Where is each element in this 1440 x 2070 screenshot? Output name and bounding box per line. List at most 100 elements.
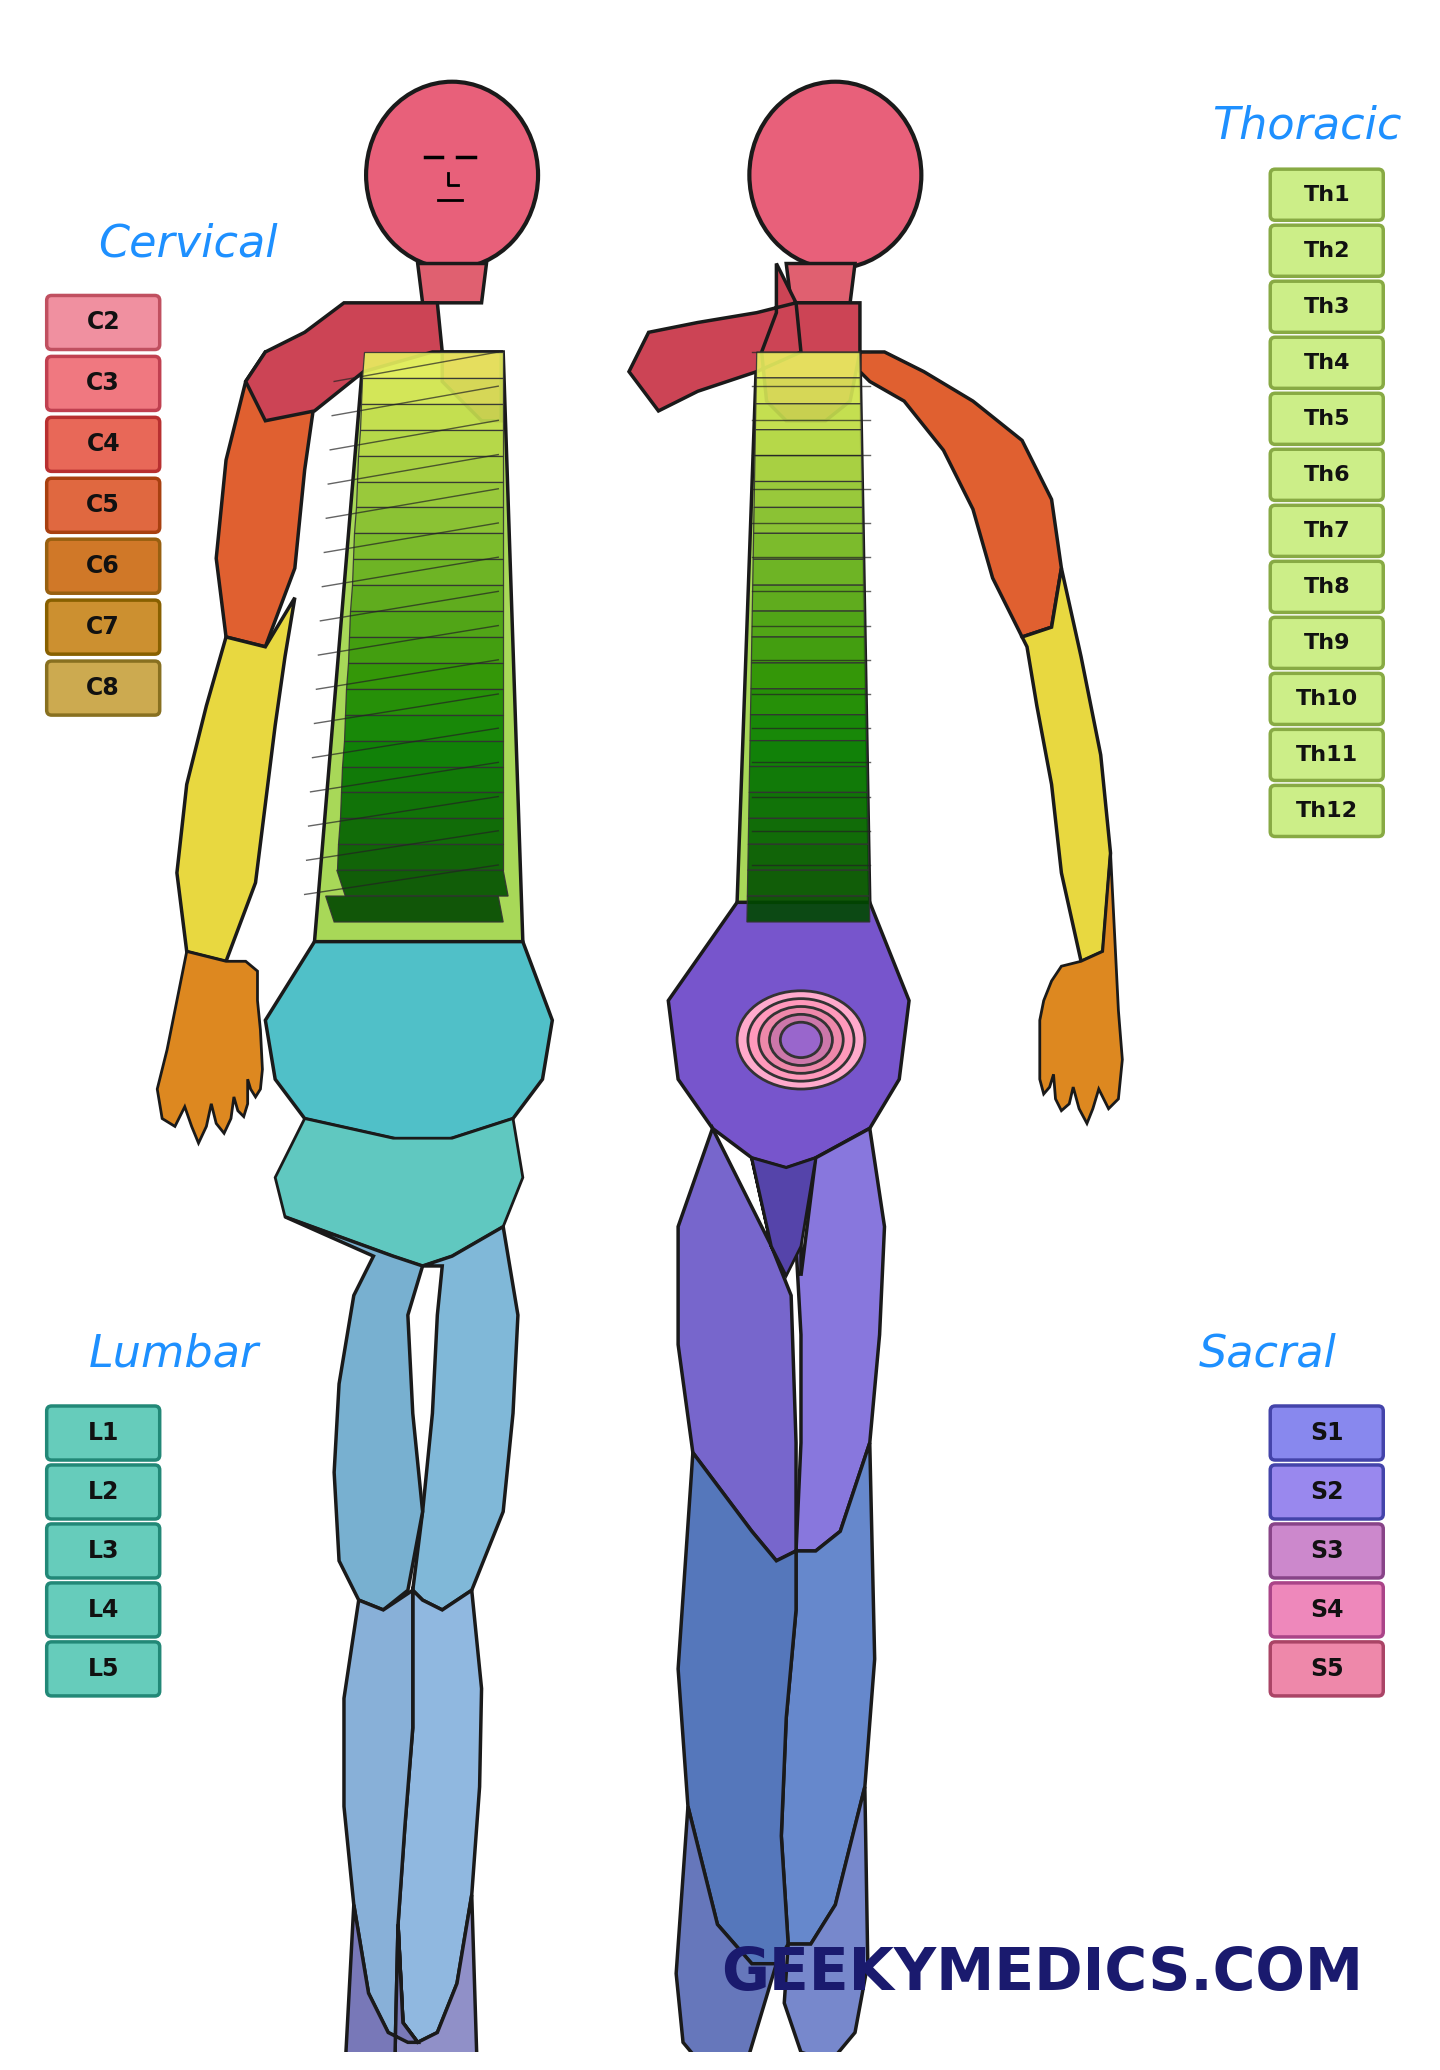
- Polygon shape: [785, 1786, 868, 2062]
- FancyBboxPatch shape: [46, 1524, 160, 1577]
- FancyBboxPatch shape: [1270, 170, 1384, 219]
- Polygon shape: [340, 793, 503, 818]
- Polygon shape: [275, 1118, 523, 1267]
- Polygon shape: [357, 455, 503, 482]
- Polygon shape: [668, 903, 909, 1167]
- Polygon shape: [756, 352, 860, 379]
- FancyBboxPatch shape: [46, 296, 160, 350]
- Text: S4: S4: [1310, 1598, 1344, 1623]
- FancyBboxPatch shape: [1270, 1584, 1384, 1637]
- Polygon shape: [750, 714, 867, 741]
- Polygon shape: [413, 1228, 518, 1610]
- Text: Th5: Th5: [1303, 408, 1349, 428]
- Polygon shape: [755, 431, 861, 455]
- Polygon shape: [337, 845, 503, 869]
- Polygon shape: [314, 352, 523, 981]
- Polygon shape: [343, 741, 503, 766]
- FancyBboxPatch shape: [46, 1584, 160, 1637]
- Polygon shape: [325, 896, 503, 921]
- Ellipse shape: [759, 1006, 844, 1074]
- Polygon shape: [346, 1904, 418, 2070]
- FancyBboxPatch shape: [1270, 282, 1384, 333]
- Polygon shape: [678, 1453, 796, 1964]
- FancyBboxPatch shape: [1270, 505, 1384, 557]
- FancyBboxPatch shape: [46, 600, 160, 654]
- Polygon shape: [359, 431, 503, 455]
- FancyBboxPatch shape: [1270, 1466, 1384, 1519]
- Polygon shape: [1040, 853, 1122, 1124]
- Text: Th6: Th6: [1303, 466, 1351, 484]
- FancyBboxPatch shape: [46, 356, 160, 410]
- Polygon shape: [782, 1443, 874, 1944]
- FancyBboxPatch shape: [1270, 785, 1384, 836]
- Text: C2: C2: [86, 310, 120, 335]
- Text: L3: L3: [88, 1538, 120, 1563]
- FancyBboxPatch shape: [1270, 1642, 1384, 1695]
- Polygon shape: [756, 379, 861, 404]
- Text: GEEKYMEDICS.COM: GEEKYMEDICS.COM: [721, 1946, 1362, 2002]
- Polygon shape: [753, 507, 863, 534]
- Text: C5: C5: [86, 493, 120, 518]
- Ellipse shape: [366, 81, 539, 269]
- Polygon shape: [363, 352, 503, 379]
- Polygon shape: [338, 818, 503, 845]
- Polygon shape: [786, 263, 855, 302]
- Ellipse shape: [749, 81, 922, 269]
- Text: Sacral: Sacral: [1200, 1333, 1336, 1377]
- FancyBboxPatch shape: [1270, 337, 1384, 389]
- Polygon shape: [750, 689, 867, 714]
- Text: L5: L5: [88, 1656, 120, 1681]
- Text: Th3: Th3: [1303, 296, 1349, 317]
- Polygon shape: [177, 598, 295, 960]
- Polygon shape: [354, 507, 503, 534]
- Text: Cervical: Cervical: [98, 221, 278, 265]
- Text: C6: C6: [86, 555, 120, 578]
- FancyBboxPatch shape: [1270, 1406, 1384, 1459]
- FancyBboxPatch shape: [46, 660, 160, 714]
- Polygon shape: [337, 869, 508, 896]
- Text: Th10: Th10: [1296, 689, 1358, 708]
- Polygon shape: [752, 1157, 815, 1275]
- Text: Th1: Th1: [1303, 184, 1351, 205]
- Text: L2: L2: [88, 1480, 120, 1505]
- FancyBboxPatch shape: [46, 538, 160, 594]
- Polygon shape: [752, 586, 864, 611]
- Text: Th2: Th2: [1303, 240, 1349, 261]
- Polygon shape: [750, 662, 865, 689]
- Polygon shape: [749, 766, 867, 793]
- Text: Thoracic: Thoracic: [1212, 104, 1403, 147]
- Polygon shape: [361, 379, 503, 404]
- Polygon shape: [353, 534, 503, 559]
- Text: C4: C4: [86, 433, 120, 455]
- Ellipse shape: [737, 992, 865, 1089]
- Text: Th4: Th4: [1303, 352, 1349, 373]
- Text: Th8: Th8: [1303, 578, 1351, 596]
- Polygon shape: [344, 1590, 418, 2043]
- FancyBboxPatch shape: [1270, 449, 1384, 501]
- Polygon shape: [348, 611, 503, 638]
- Polygon shape: [747, 869, 870, 896]
- FancyBboxPatch shape: [1270, 1524, 1384, 1577]
- FancyBboxPatch shape: [46, 1466, 160, 1519]
- Text: C3: C3: [86, 371, 120, 395]
- Text: Th11: Th11: [1296, 745, 1358, 766]
- Text: S1: S1: [1310, 1420, 1344, 1445]
- FancyBboxPatch shape: [1270, 393, 1384, 445]
- Text: Th9: Th9: [1303, 633, 1349, 652]
- Polygon shape: [216, 352, 314, 646]
- Text: Th7: Th7: [1303, 522, 1351, 540]
- Polygon shape: [755, 455, 863, 482]
- Polygon shape: [747, 845, 868, 869]
- FancyBboxPatch shape: [1270, 673, 1384, 724]
- Text: S2: S2: [1310, 1480, 1344, 1505]
- Polygon shape: [678, 1128, 796, 1561]
- Text: L4: L4: [88, 1598, 120, 1623]
- Polygon shape: [749, 818, 868, 845]
- Polygon shape: [796, 1128, 884, 1550]
- Text: Lumbar: Lumbar: [88, 1333, 259, 1377]
- Polygon shape: [753, 559, 864, 586]
- FancyBboxPatch shape: [46, 1642, 160, 1695]
- Text: C8: C8: [86, 677, 120, 700]
- Polygon shape: [347, 638, 503, 662]
- Polygon shape: [351, 559, 503, 586]
